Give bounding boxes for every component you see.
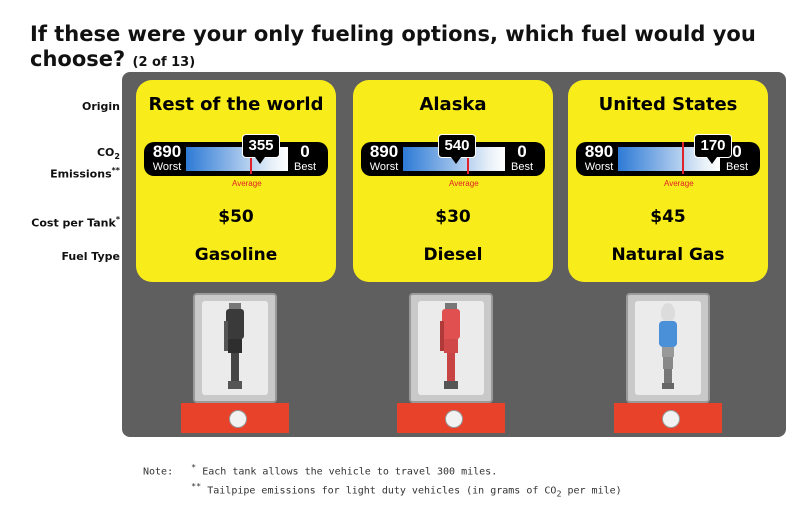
cost-value: $30 xyxy=(435,207,471,227)
note1-mark: * xyxy=(191,462,197,472)
question-counter: (2 of 13) xyxy=(132,55,196,70)
best-label: Best xyxy=(510,161,533,173)
best-value: 0 xyxy=(300,142,310,161)
gauge-best: 0 Best xyxy=(503,142,541,174)
cost-footnote-mark: * xyxy=(115,215,120,224)
origin-label: Alaska xyxy=(419,94,487,115)
pump-gasoline[interactable] xyxy=(181,293,289,433)
average-label: Average xyxy=(664,179,694,188)
best-value: 0 xyxy=(517,142,527,161)
pump-natural-gas[interactable] xyxy=(614,293,722,433)
row-label-origin: Origin xyxy=(81,100,120,113)
gauge-best: 0 Best xyxy=(718,142,756,174)
note-label: Note: xyxy=(143,466,174,478)
pump-holder xyxy=(418,301,484,395)
average-label: Average xyxy=(232,179,262,188)
pump-frame xyxy=(193,293,277,403)
worst-value: 890 xyxy=(584,142,614,161)
co2-subscript: 2 xyxy=(114,152,120,162)
co2-text: CO xyxy=(96,146,115,159)
average-marker xyxy=(682,142,684,174)
average-marker xyxy=(250,142,252,174)
pump-frame xyxy=(626,293,710,403)
note1-text: Each tank allows the vehicle to travel 3… xyxy=(202,466,498,478)
emissions-gauge: 890 Worst 0 Best xyxy=(144,142,328,176)
emissions-pointer xyxy=(707,157,717,164)
origin-label: Rest of the world xyxy=(148,94,324,115)
question-heading: If these were your only fueling options,… xyxy=(30,22,790,75)
best-label: Best xyxy=(725,161,748,173)
note2-text: Tailpipe emissions for light duty vehicl… xyxy=(207,485,557,497)
average-label: Average xyxy=(449,179,479,188)
note2-mark: ** xyxy=(191,481,202,492)
worst-label: Worst xyxy=(369,161,399,173)
emissions-value: 540 xyxy=(438,134,476,158)
row-label-cost: Cost per Tank* xyxy=(31,213,120,231)
note2-subscript: 2 xyxy=(556,488,562,499)
fuel-type: Natural Gas xyxy=(611,245,725,265)
average-marker xyxy=(467,142,469,174)
emissions-pointer xyxy=(451,157,461,164)
gasoline-nozzle-icon xyxy=(224,303,244,389)
footnotes: Note: * Each tank allows the vehicle to … xyxy=(143,460,622,501)
cost-label-text: Cost per Tank xyxy=(31,216,116,230)
fuel-type: Gasoline xyxy=(194,245,278,265)
gauge-best: 0 Best xyxy=(286,142,324,174)
row-label-co2: CO2 Emissions** xyxy=(50,146,120,182)
best-value: 0 xyxy=(732,142,742,161)
select-gasoline-button[interactable] xyxy=(229,410,247,428)
select-diesel-button[interactable] xyxy=(445,410,463,428)
option-card-gasoline[interactable]: Rest of the world 890 Worst 0 Best Average… xyxy=(136,80,336,282)
emissions-gauge: 890 Worst 0 Best xyxy=(576,142,760,176)
question-text: If these were your only fueling options,… xyxy=(30,22,756,71)
pump-holder xyxy=(202,301,268,395)
worst-label: Worst xyxy=(152,161,182,173)
pump-holder xyxy=(635,301,701,395)
option-card-diesel[interactable]: Alaska 890 Worst 0 Best Average 540 $30 Di… xyxy=(353,80,553,282)
option-card-natural-gas[interactable]: United States 890 Worst 0 Best Average 170… xyxy=(568,80,768,282)
worst-label: Worst xyxy=(584,161,614,173)
pump-diesel[interactable] xyxy=(397,293,505,433)
best-label: Best xyxy=(293,161,316,173)
emissions-value: 355 xyxy=(242,134,280,158)
emissions-value: 170 xyxy=(694,134,732,158)
cost-value: $50 xyxy=(218,207,254,227)
gauge-worst: 890 Worst xyxy=(148,142,186,174)
gauge-worst: 890 Worst xyxy=(580,142,618,174)
worst-value: 890 xyxy=(369,142,399,161)
emissions-pointer xyxy=(255,157,265,164)
note2-end: per mile) xyxy=(561,485,622,497)
worst-value: 890 xyxy=(152,142,182,161)
gauge-worst: 890 Worst xyxy=(365,142,403,174)
cost-value: $45 xyxy=(650,207,686,227)
pump-frame xyxy=(409,293,493,403)
origin-label: United States xyxy=(598,94,738,115)
fuel-type: Diesel xyxy=(423,245,483,265)
select-natural-gas-button[interactable] xyxy=(662,410,680,428)
natural-gas-nozzle-icon xyxy=(659,303,677,389)
emissions-footnote-mark: ** xyxy=(111,166,120,176)
diesel-nozzle-icon xyxy=(440,303,460,389)
emissions-text: Emissions xyxy=(50,167,112,181)
row-label-fuel-type: Fuel Type xyxy=(61,250,120,263)
